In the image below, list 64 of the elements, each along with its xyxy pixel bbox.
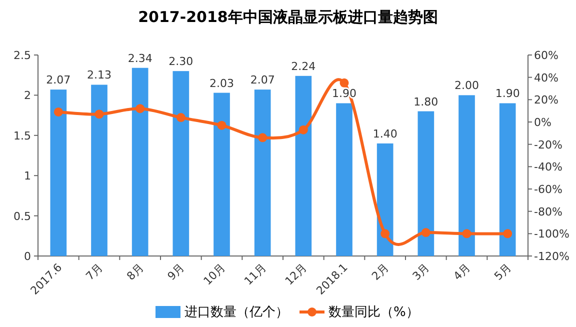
bar bbox=[50, 90, 67, 256]
x-tick-label: 3月 bbox=[410, 260, 432, 283]
y2-tick-label: -60% bbox=[534, 183, 562, 196]
legend-label: 数量同比（%） bbox=[328, 305, 419, 320]
y-tick-label: 0 bbox=[24, 250, 31, 263]
point bbox=[217, 120, 226, 130]
data-label: 2.24 bbox=[291, 60, 316, 73]
bar bbox=[91, 84, 108, 256]
y2-tick-label: -40% bbox=[534, 160, 562, 174]
bar bbox=[376, 143, 394, 256]
bar bbox=[336, 103, 352, 256]
point bbox=[421, 228, 430, 238]
bar bbox=[172, 71, 190, 256]
y2-tick-label: -20% bbox=[534, 138, 562, 152]
point bbox=[136, 104, 145, 114]
y2-tick-label: -120% bbox=[534, 250, 570, 263]
data-label: 2.00 bbox=[454, 79, 479, 92]
point bbox=[54, 107, 63, 116]
y-tick-label: 2 bbox=[24, 89, 31, 102]
data-label: 1.40 bbox=[372, 127, 398, 140]
bar bbox=[295, 76, 312, 256]
x-tick-label: 11月 bbox=[242, 260, 269, 288]
point bbox=[380, 229, 390, 238]
y2-tick-label: -80% bbox=[534, 205, 562, 218]
x-tick-label: 9月 bbox=[165, 260, 188, 283]
bar bbox=[132, 68, 148, 256]
data-label: 1.80 bbox=[414, 95, 438, 108]
point bbox=[462, 229, 472, 238]
y2-tick-label: 0% bbox=[534, 116, 552, 129]
y-tick-label: 2.5 bbox=[14, 49, 31, 62]
data-label: 2.03 bbox=[210, 76, 234, 90]
data-label: 1.90 bbox=[495, 87, 520, 100]
data-label: 2.07 bbox=[250, 74, 275, 87]
x-tick-label: 10月 bbox=[201, 260, 228, 288]
y-tick-label: 1.5 bbox=[14, 129, 31, 142]
point bbox=[503, 229, 512, 238]
legend-label: 进口数量（亿个） bbox=[184, 305, 288, 320]
x-tick-label: 12月 bbox=[282, 260, 310, 288]
data-label: 2.13 bbox=[87, 68, 112, 82]
y2-tick-label: 20% bbox=[534, 94, 558, 107]
data-label: 2.34 bbox=[128, 52, 152, 65]
y-tick-label: 0.5 bbox=[14, 210, 31, 223]
point bbox=[176, 113, 186, 122]
bar bbox=[214, 92, 230, 256]
bar bbox=[499, 103, 516, 256]
data-label: 2.30 bbox=[168, 55, 194, 68]
y2-tick-label: 40% bbox=[534, 71, 558, 84]
bar bbox=[254, 90, 271, 256]
point bbox=[258, 133, 268, 142]
chart-title: 2017-2018年中国液晶显示板进口量趋势图 bbox=[138, 8, 438, 26]
y-tick-label: 1 bbox=[24, 170, 31, 183]
point bbox=[94, 110, 104, 119]
x-tick-label: 7月 bbox=[83, 260, 106, 283]
x-tick-label: 5月 bbox=[492, 260, 514, 283]
data-label: 2.07 bbox=[46, 74, 71, 87]
x-tick-label: 2月 bbox=[369, 260, 392, 283]
bar bbox=[458, 95, 475, 256]
y2-tick-label: 60% bbox=[534, 49, 558, 62]
point bbox=[298, 125, 308, 134]
bar bbox=[418, 111, 434, 256]
x-tick-label: 8月 bbox=[124, 260, 146, 283]
point bbox=[340, 78, 349, 88]
y2-tick-label: -100% bbox=[534, 228, 570, 241]
x-tick-label: 4月 bbox=[450, 260, 473, 283]
